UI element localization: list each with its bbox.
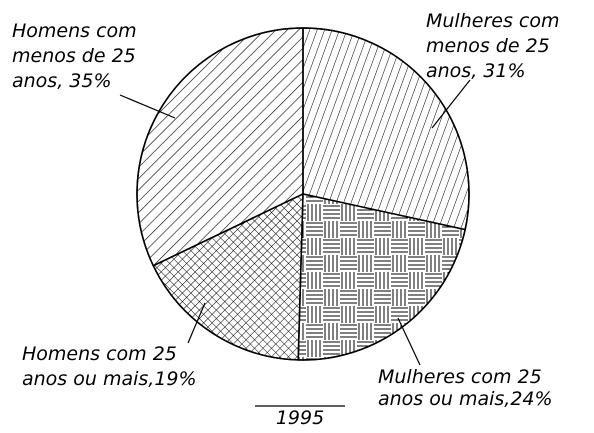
leader-line xyxy=(119,94,176,119)
pie-outline xyxy=(136,27,470,361)
slice-label: Homens com xyxy=(12,20,137,42)
slice-label: Mulheres com 25 xyxy=(378,366,542,388)
leader-line xyxy=(187,302,206,344)
slice-label: anos ou mais,19% xyxy=(22,368,197,390)
slice-label: anos, 31% xyxy=(426,60,526,82)
chart-title: 1995 xyxy=(276,407,324,429)
slice-label: menos de 25 xyxy=(426,35,550,57)
slice-label: anos, 35% xyxy=(12,70,112,92)
leader-line xyxy=(431,79,471,129)
slice-label: anos ou mais,24% xyxy=(378,388,553,410)
leader-line xyxy=(397,317,421,366)
slice-label: Mulheres com xyxy=(426,10,559,32)
slice-label: Homens com 25 xyxy=(22,343,177,365)
slice-label: menos de 25 xyxy=(12,45,136,67)
